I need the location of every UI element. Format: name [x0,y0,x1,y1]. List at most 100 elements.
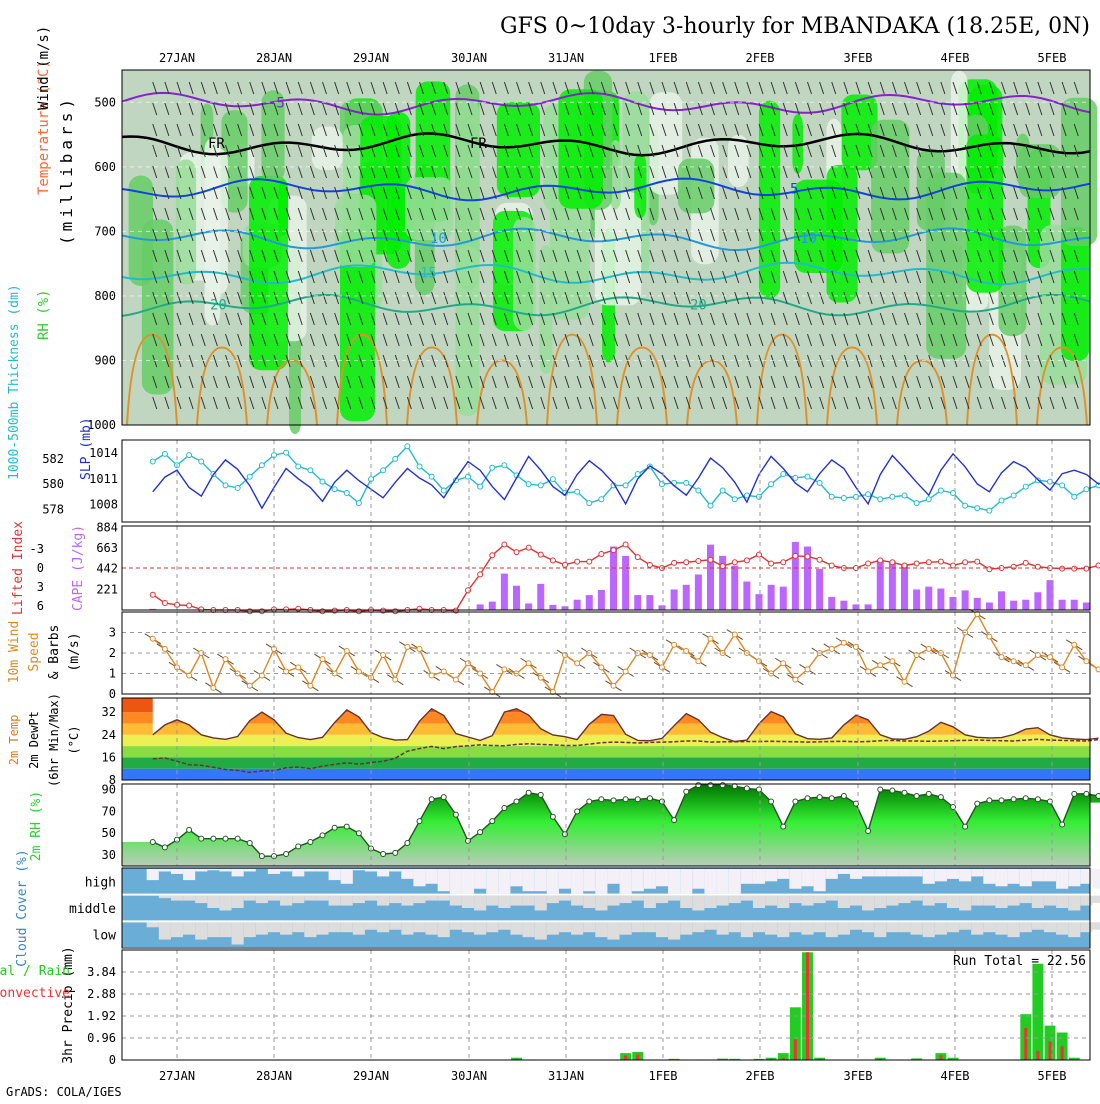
cloud-cell-middle [935,896,947,903]
cloud-cell-middle [692,896,704,911]
rh-line-point [635,797,640,802]
cloud-cell-low [874,922,886,937]
wind-tick: 3 [109,626,116,640]
rh-line-point [926,791,931,796]
lifted-index-line-point [975,559,980,564]
cloud-cell-middle [244,896,256,901]
cloud-cell-high [959,869,971,881]
cape-bar [634,595,641,610]
temp-axis-label: (°C) [67,726,81,755]
cloud-cell-low [389,922,401,929]
cloud-cell-middle [571,896,583,906]
temp-axis-label: 2m Temp [7,715,21,766]
cloud-cell-middle [535,896,547,911]
cloud-cell-low [438,922,450,937]
lifted-index-line-point [187,603,192,608]
cloud-cell-low [607,922,619,939]
thickness-line-point [1072,494,1077,499]
thickness-line-point [550,477,555,482]
cloud-cell-middle [413,896,425,903]
thickness-tick: 580 [42,477,64,491]
cloud-cell-middle [753,896,765,908]
cape-bar [513,586,520,610]
contour-label: FR [208,136,225,152]
cape-bar [477,604,484,610]
rh-line-point [526,790,531,795]
rh-axis-label: RH (%) [36,289,52,340]
slp-frame [122,440,1090,522]
cloud-cell-high [1020,869,1032,886]
cloud-cell-middle [329,896,341,906]
thickness-line-point [308,468,313,473]
rh-line-point [684,789,689,794]
temp-axis-label: 2m DewPt [27,711,41,769]
cloud-cell-low [401,922,413,934]
cloud-cell-middle [474,896,486,911]
thickness-line-point [914,501,919,506]
slp-tick: 1008 [89,498,118,512]
cape-bar [622,556,629,610]
cloud-cell-high [862,869,874,876]
wind-speed-line-point [660,665,665,670]
chart-title: GFS 0~10day 3-hourly for MBANDAKA (18.25… [500,14,1090,39]
cloud-cell-middle [862,896,874,911]
temp-band [122,746,1090,757]
rh-line-point [259,854,264,859]
cloud-cell-low [1092,922,1100,929]
cloud-cell-middle [814,896,826,903]
lifted-index-line-point [550,558,555,563]
rh-line-point [890,788,895,793]
wind-speed-line-point [878,663,883,668]
cloud-cell-middle [304,896,316,901]
wind-speed-line-point [466,661,471,666]
temp-band [122,723,1090,734]
cloud-cell-middle [717,896,729,906]
rh-blob [759,101,780,299]
lifted-index-line-point [538,552,543,557]
date-label-top: 3FEB [844,51,873,65]
precip-convective-bar [939,1055,942,1060]
cloud-cell-high [426,869,438,884]
cloud-cell-low [413,922,425,932]
rh-line-point [575,809,580,814]
date-label-top: 27JAN [159,51,195,65]
cloud-cell-middle [620,896,632,903]
lifted-index-line-point [563,562,568,567]
wind-speed-line-point [320,657,325,662]
cloud-cell-high [777,869,789,879]
cloud-cell-middle [207,896,219,908]
thickness-line-point [526,482,531,487]
cloud-cell-high [486,869,498,894]
rh-line-point [1060,822,1065,827]
rh-line-point [453,812,458,817]
thickness-line-point [987,508,992,513]
lifted-index-line-point [478,572,483,577]
cloud-cell-high [898,869,910,876]
cloud-cell-middle [995,896,1007,908]
rh-line-point [841,794,846,799]
wind-speed-line-point [696,659,701,664]
cloud-cell-high [268,869,280,874]
cloud-cell-low [171,922,183,937]
cloud-cell-low [365,922,377,929]
thickness-line-point [259,463,264,468]
rh-line-point [478,830,483,835]
cloud-cell-middle [1020,896,1032,903]
cloud-cell-low [1056,922,1068,934]
wind-speed-line-point [502,667,507,672]
lifted-tick: 0 [37,561,44,575]
thickness-line-point [805,474,810,479]
lifted-index-line-point [696,559,701,564]
wind-speed-line-point [793,677,798,682]
cloud-cell-low [268,922,280,932]
cape-bar [877,560,884,610]
lifted-index-line-point [587,559,592,564]
contour-label: 5 [790,181,798,197]
cloud-cell-middle [353,896,365,903]
lifted-index-line-point [1084,566,1089,571]
date-label-bottom: 5FEB [1038,1069,1067,1083]
cloud-cell-middle [583,896,595,908]
cloud-cell-middle [389,896,401,903]
thickness-line-point [381,468,386,473]
cape-bar [937,589,944,610]
